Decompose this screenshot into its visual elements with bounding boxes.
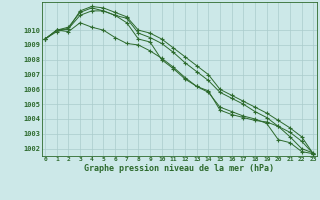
X-axis label: Graphe pression niveau de la mer (hPa): Graphe pression niveau de la mer (hPa): [84, 164, 274, 173]
